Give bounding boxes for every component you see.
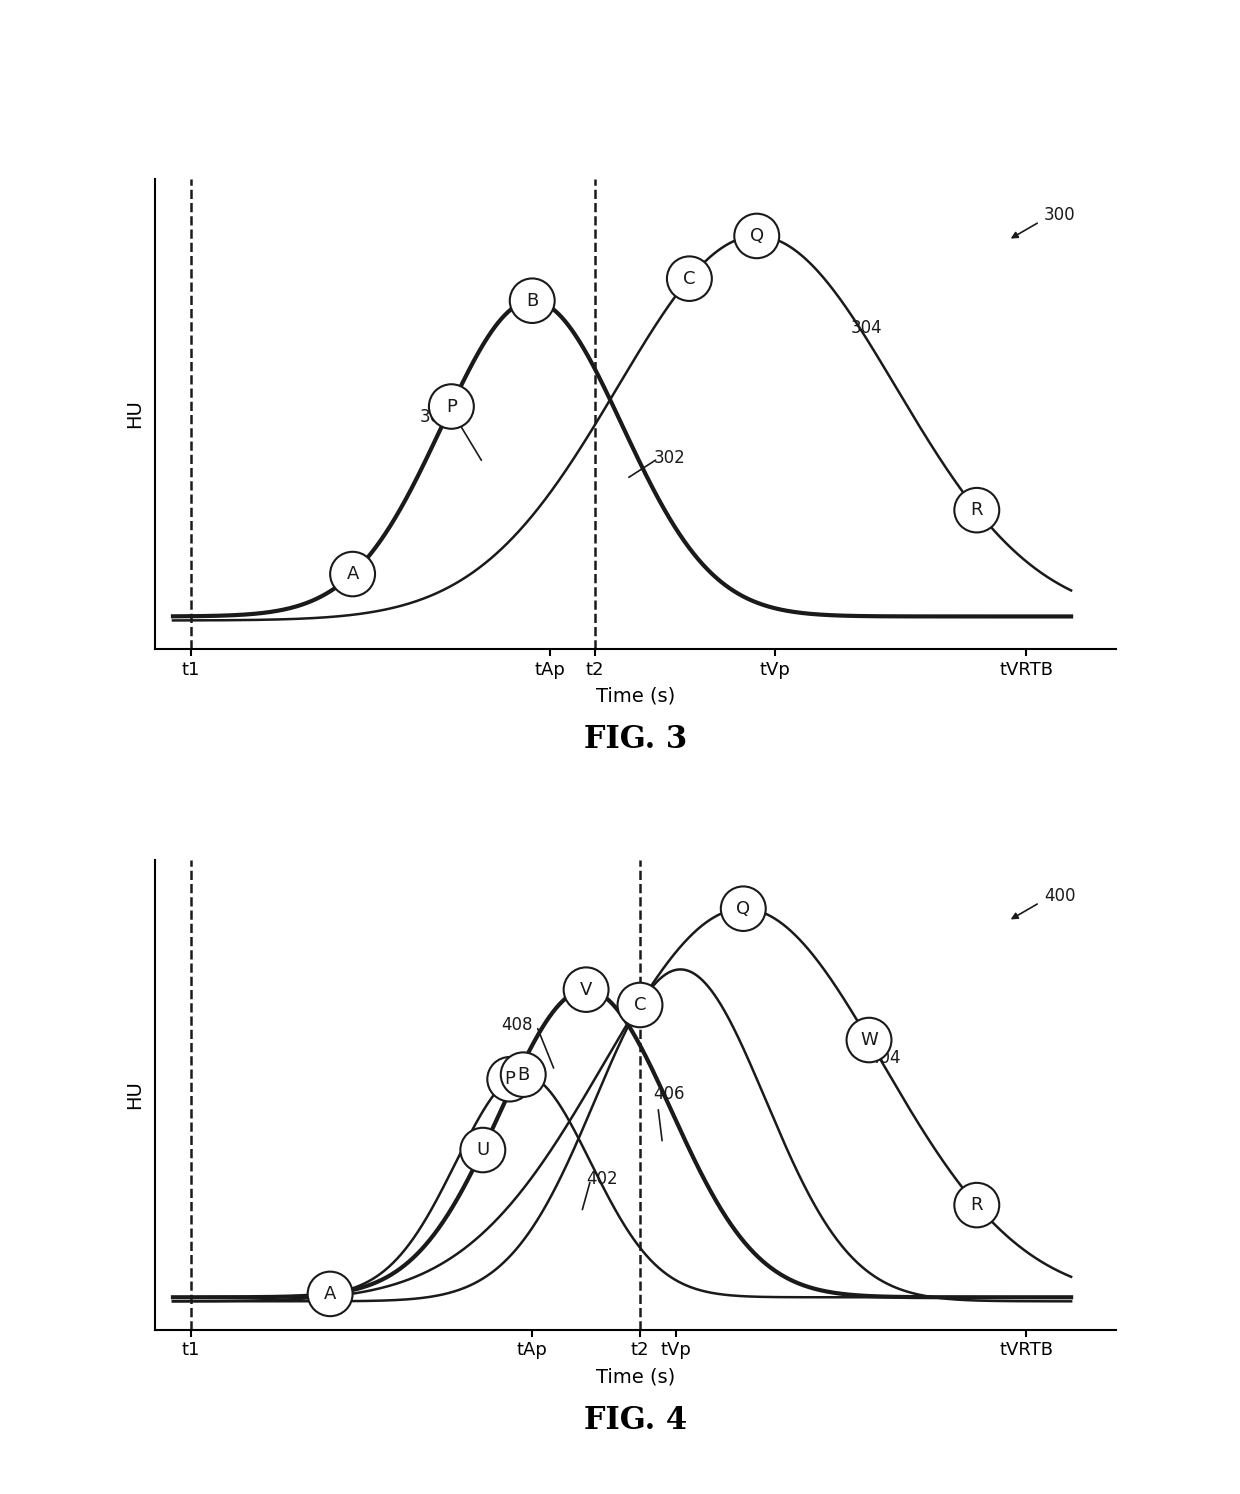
Text: V: V (580, 980, 593, 998)
Y-axis label: HU: HU (125, 399, 144, 429)
Text: B: B (526, 291, 538, 309)
Ellipse shape (564, 968, 609, 1011)
Text: R: R (971, 1197, 983, 1215)
X-axis label: Time (s): Time (s) (596, 687, 675, 707)
Ellipse shape (618, 983, 662, 1028)
Text: P: P (505, 1070, 515, 1088)
Text: FIG. 4: FIG. 4 (584, 1404, 687, 1436)
Text: 406: 406 (653, 1085, 684, 1103)
Text: P: P (446, 397, 456, 415)
Text: 304: 304 (851, 320, 883, 338)
Text: 402: 402 (587, 1170, 618, 1188)
Text: B: B (517, 1065, 529, 1083)
Text: 400: 400 (1044, 886, 1075, 904)
Ellipse shape (308, 1271, 352, 1316)
Ellipse shape (510, 278, 554, 323)
Ellipse shape (955, 1183, 999, 1228)
Text: A: A (346, 565, 358, 583)
Ellipse shape (955, 489, 999, 532)
Ellipse shape (720, 886, 766, 931)
Ellipse shape (501, 1052, 546, 1097)
Ellipse shape (487, 1056, 532, 1101)
Text: Q: Q (737, 899, 750, 917)
Text: C: C (634, 996, 646, 1014)
Ellipse shape (847, 1017, 892, 1062)
Text: R: R (971, 500, 983, 520)
Y-axis label: HU: HU (125, 1080, 144, 1110)
Text: C: C (683, 269, 696, 288)
Text: 408: 408 (501, 1016, 532, 1034)
Ellipse shape (429, 384, 474, 429)
Ellipse shape (330, 551, 374, 596)
Text: 300: 300 (1044, 206, 1076, 224)
Text: 404: 404 (869, 1049, 900, 1067)
Ellipse shape (734, 214, 779, 258)
Text: 302: 302 (653, 448, 686, 466)
X-axis label: Time (s): Time (s) (596, 1369, 675, 1386)
Text: A: A (324, 1285, 336, 1303)
Text: U: U (476, 1141, 490, 1159)
Ellipse shape (460, 1128, 505, 1173)
Text: FIG. 3: FIG. 3 (584, 725, 687, 754)
Text: W: W (861, 1031, 878, 1049)
Text: 306: 306 (420, 408, 451, 426)
Ellipse shape (667, 257, 712, 300)
Text: Q: Q (750, 227, 764, 245)
